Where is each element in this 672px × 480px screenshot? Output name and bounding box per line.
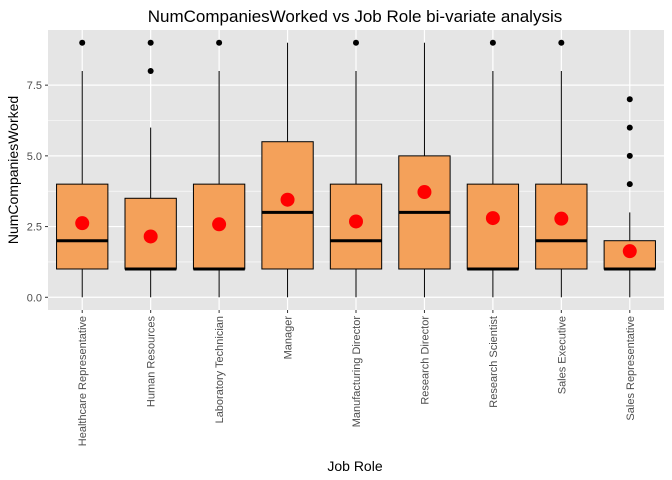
box-research-scientist [466,39,520,298]
x-tick-label: Research Director [419,316,431,405]
mean-point [143,229,158,244]
x-axis-ticks: Healthcare Representative Human Resources… [77,310,637,446]
y-axis-title: NumCompaniesWorked [5,96,21,244]
box-laboratory-technician [192,39,246,298]
y-tick-label: 0.0 [27,292,42,304]
box-iqr [535,183,588,270]
outlier-point [216,39,223,46]
box-manufacturing-director [329,39,383,298]
x-axis-title: Job Role [327,458,382,474]
mean-point [485,211,500,226]
x-tick-label: Human Resources [146,316,158,408]
outlier-point [626,124,633,131]
y-tick-label: 7.5 [27,80,42,92]
x-tick-label: Research Scientist [488,316,500,408]
x-tick-label: Laboratory Technician [214,316,226,423]
mean-point [417,185,432,200]
outlier-point [558,39,565,46]
x-tick-label: Manager [283,316,295,360]
mean-point [554,211,569,226]
box-human-resources [124,39,177,298]
mean-point [349,214,363,229]
outlier-point [626,181,633,188]
outlier-point [79,39,86,46]
outlier-point [626,96,633,103]
mean-point [622,244,637,259]
box-sales-representative [603,96,656,298]
outlier-point [353,39,359,46]
x-tick-label: Manufacturing Director [351,316,363,428]
y-axis-ticks: 0.0 2.5 5.0 7.5 [27,80,48,304]
outlier-point [147,39,154,46]
chart-title: NumCompaniesWorked vs Job Role bi-variat… [148,7,562,26]
y-tick-label: 2.5 [27,222,42,234]
mean-point [280,192,295,207]
boxes [56,39,656,298]
box-healthcare-representative [56,39,109,298]
y-tick-label: 5.0 [27,151,42,163]
box-sales-executive [535,39,588,298]
box-research-director [398,42,451,298]
outlier-point [489,39,496,46]
x-tick-label: Sales Executive [556,316,568,394]
mean-point [75,216,90,231]
mean-point [212,217,227,232]
box-iqr [466,183,520,270]
outlier-point [147,68,154,75]
x-tick-label: Healthcare Representative [77,316,89,446]
x-tick-label: Sales Representative [625,316,637,421]
outlier-point [626,152,633,159]
box-manager [261,42,314,298]
